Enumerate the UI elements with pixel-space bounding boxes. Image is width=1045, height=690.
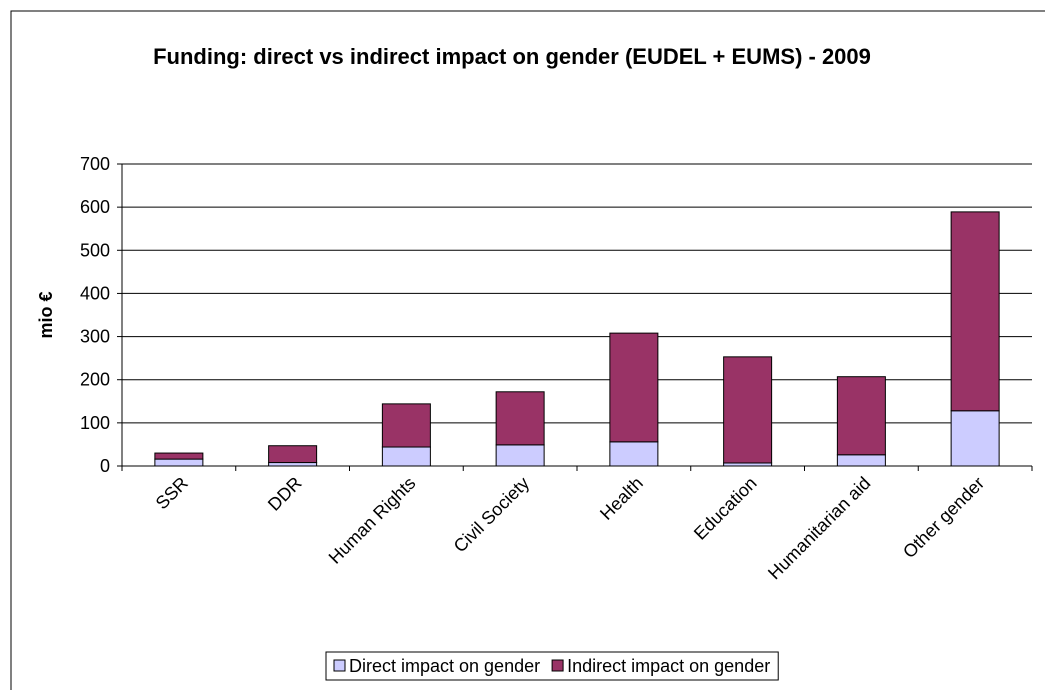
bar-segment <box>154 458 204 467</box>
bar-segment <box>381 446 431 467</box>
bar-segment <box>609 332 659 443</box>
y-tick-label: 400 <box>80 283 110 303</box>
chart-border <box>10 10 1045 690</box>
chart-title: Funding: direct vs indirect impact on ge… <box>153 44 871 69</box>
legend-swatch <box>551 659 564 672</box>
bar-segment <box>609 441 659 467</box>
bar-segment <box>836 376 886 456</box>
legend-label: Indirect impact on gender <box>567 656 770 676</box>
bar-segment <box>950 410 1000 467</box>
legend-swatch <box>333 659 346 672</box>
y-tick-label: 300 <box>80 327 110 347</box>
bar-segment <box>381 403 431 448</box>
legend-label: Direct impact on gender <box>349 656 540 676</box>
y-tick-label: 600 <box>80 197 110 217</box>
y-tick-label: 700 <box>80 154 110 174</box>
y-tick-label: 100 <box>80 413 110 433</box>
bar-segment <box>950 211 1000 412</box>
y-tick-label: 500 <box>80 240 110 260</box>
y-axis-label: mio € <box>36 291 56 338</box>
y-tick-label: 200 <box>80 370 110 390</box>
bar-segment <box>836 454 886 467</box>
bar-segment <box>495 391 545 446</box>
bar-segment <box>723 356 773 464</box>
bar-segment <box>268 462 318 467</box>
bar-segment <box>154 452 204 460</box>
legend: Direct impact on gender Indirect impact o… <box>325 651 779 681</box>
y-tick-label: 0 <box>100 456 110 476</box>
bar-segment <box>495 444 545 467</box>
bar-segment <box>268 445 318 464</box>
